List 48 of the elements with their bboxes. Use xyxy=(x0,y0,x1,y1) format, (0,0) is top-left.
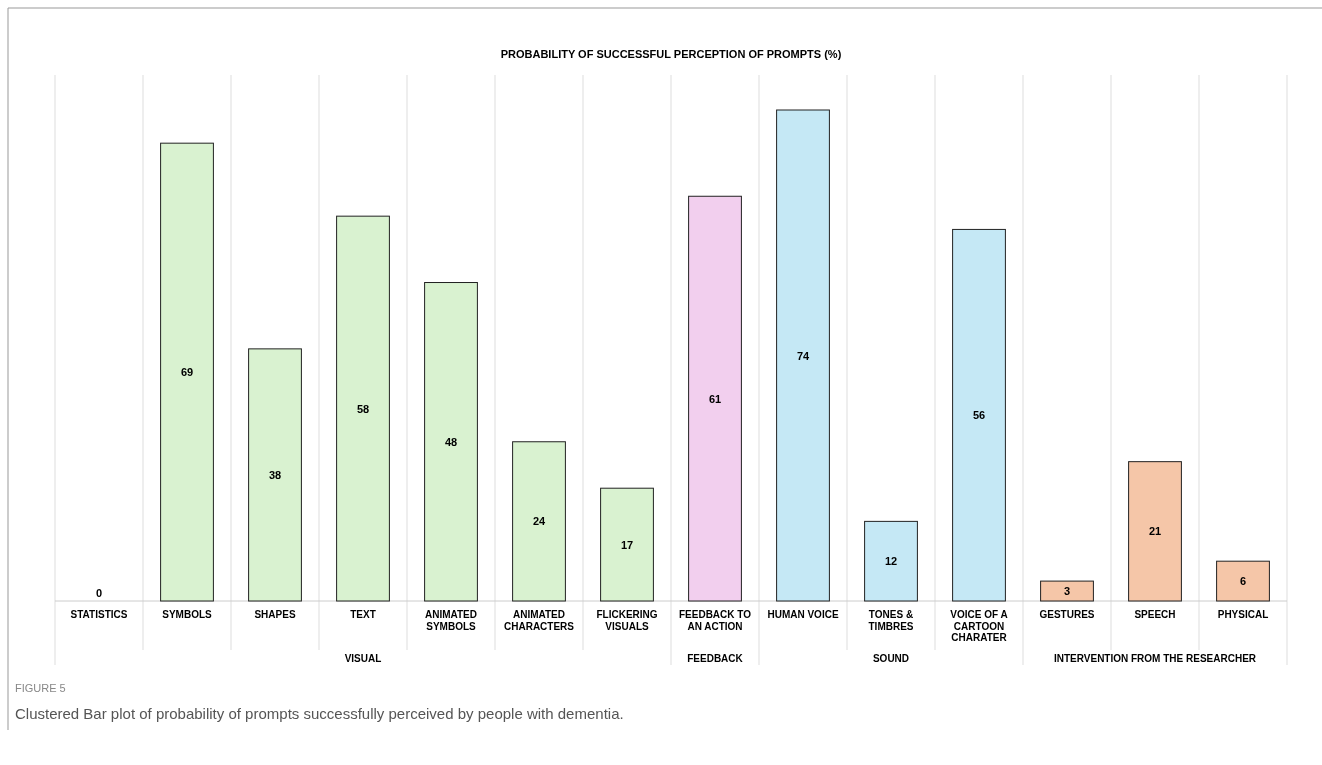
data-label: 56 xyxy=(972,409,986,422)
bar xyxy=(952,228,1006,602)
x-tick-label: FEEDBACK TO AN ACTION xyxy=(678,609,752,632)
data-label: 58 xyxy=(356,402,370,415)
bar xyxy=(512,441,566,602)
chart-title: PROBABILITY OF SUCCESSFUL PERCEPTION OF PROMPTS (%) xyxy=(500,48,842,60)
data-label: 6 xyxy=(1239,575,1247,588)
x-tick-label: SPEECH xyxy=(1134,609,1176,620)
data-label: 61 xyxy=(708,392,722,405)
bar xyxy=(688,195,742,602)
x-tick-label: PHYSICAL xyxy=(1217,609,1269,620)
bar xyxy=(424,282,478,602)
caption: FIGURE 5 xyxy=(15,682,66,694)
x-tick-label: GESTURES xyxy=(1039,609,1095,620)
data-label: 3 xyxy=(1063,585,1071,598)
bar xyxy=(160,142,214,602)
x-tick-label: VOICE OF A CARTOON CHARATER xyxy=(950,609,1008,643)
text: INTERVENTION FROM THE RESEARCHER xyxy=(1053,653,1257,664)
x-tick-label: SYMBOLS xyxy=(162,609,213,620)
bar xyxy=(1128,461,1182,602)
bar xyxy=(1040,580,1094,602)
text: VISUAL xyxy=(344,653,382,664)
x-tick-label: ANIMATED CHARACTERS xyxy=(504,609,575,632)
text: SOUND xyxy=(872,653,910,664)
data-label: 24 xyxy=(532,515,546,528)
x-tick-label: TONES & TIMBRES xyxy=(868,609,914,632)
x-tick-label: HUMAN VOICE xyxy=(767,609,839,620)
data-label: 0 xyxy=(95,587,103,599)
bar xyxy=(1216,560,1270,602)
x-tick-label: FLICKERING VISUALS xyxy=(596,609,658,632)
x-tick-label: TEXT xyxy=(350,609,376,620)
bar xyxy=(776,109,830,602)
data-label: 69 xyxy=(180,366,194,379)
data-label: 48 xyxy=(444,435,458,448)
x-tick-label: STATISTICS xyxy=(70,609,128,620)
x-tick-label: ANIMATED SYMBOLS xyxy=(424,609,478,632)
bar xyxy=(600,487,654,602)
x-tick-label: SHAPES xyxy=(254,609,296,620)
bar xyxy=(336,215,390,602)
data-label: 21 xyxy=(1148,525,1162,538)
text: Clustered Bar plot of probability of prompts successfully perceived by people with dementia. xyxy=(15,705,624,722)
data-label: 38 xyxy=(268,468,282,481)
data-label: 74 xyxy=(796,349,810,362)
data-label: 17 xyxy=(620,538,634,551)
data-label: 12 xyxy=(884,555,898,568)
bar xyxy=(864,520,918,602)
bar xyxy=(248,348,302,602)
text: FEEDBACK xyxy=(687,653,744,664)
